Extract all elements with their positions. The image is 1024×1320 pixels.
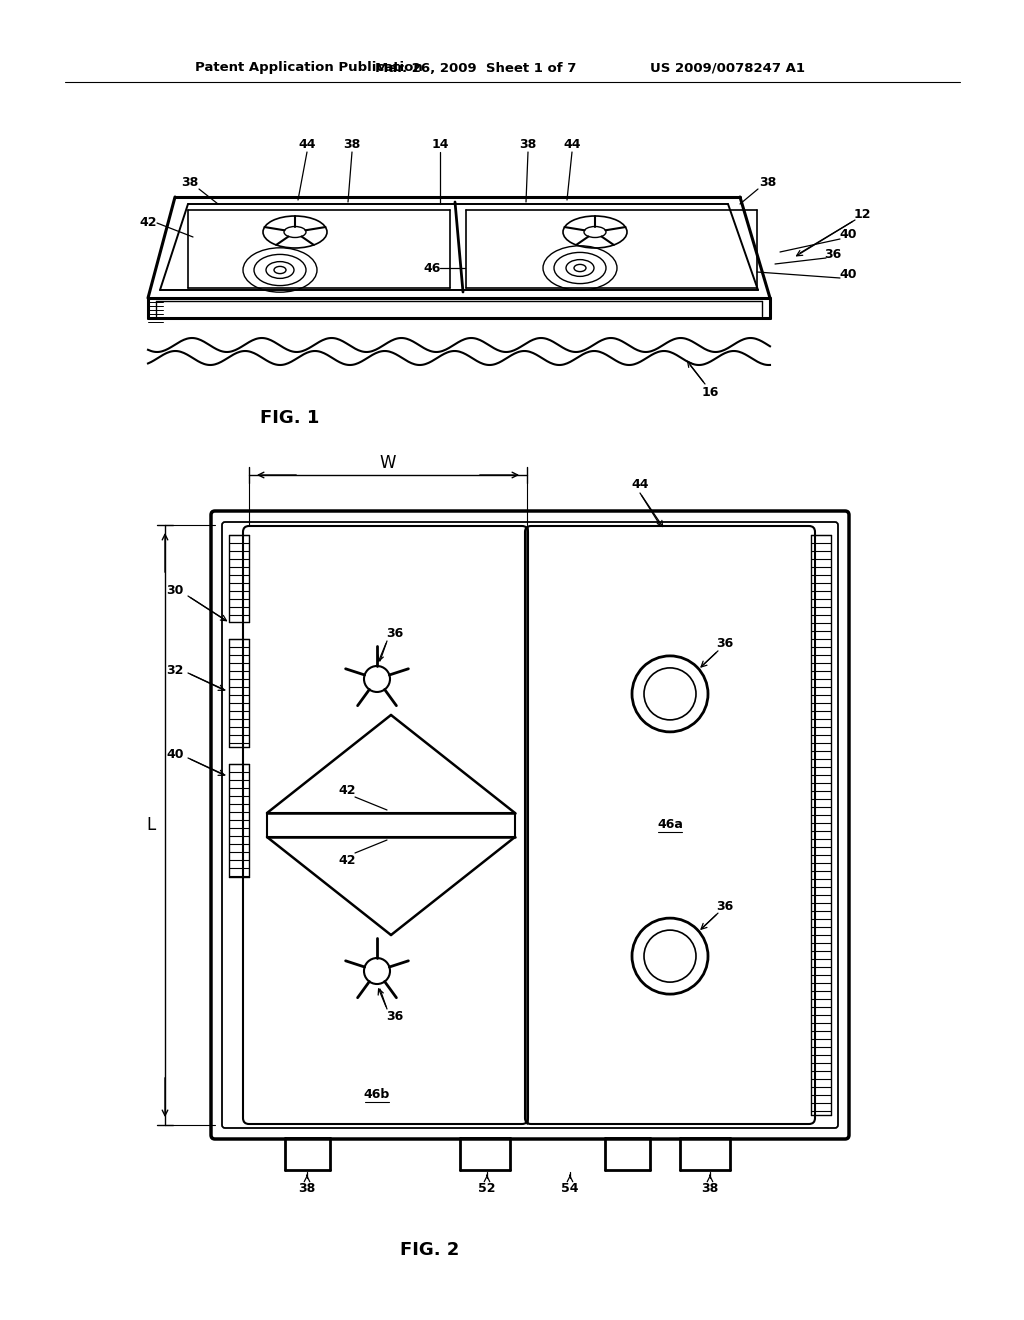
Text: 42: 42 [338,784,355,796]
Text: 30: 30 [166,583,183,597]
Text: FIG. 1: FIG. 1 [260,409,319,426]
Text: 38: 38 [760,177,776,190]
Text: 40: 40 [840,268,857,281]
Text: 14: 14 [431,139,449,152]
Text: 12: 12 [853,209,870,222]
Text: 46: 46 [423,261,440,275]
Text: 52: 52 [478,1181,496,1195]
Text: 38: 38 [181,177,199,190]
Text: 46a: 46a [657,818,683,832]
FancyBboxPatch shape [222,521,838,1129]
Text: 38: 38 [298,1181,315,1195]
Text: 42: 42 [338,854,355,866]
Text: 42: 42 [139,216,157,230]
Text: 36: 36 [717,638,733,651]
Text: 36: 36 [386,1010,403,1023]
Text: 38: 38 [701,1181,719,1195]
Text: Mar. 26, 2009  Sheet 1 of 7: Mar. 26, 2009 Sheet 1 of 7 [375,62,577,74]
Text: 38: 38 [519,139,537,152]
Text: 36: 36 [824,248,842,261]
Text: 32: 32 [166,664,183,676]
Text: 36: 36 [386,627,403,640]
Text: 54: 54 [561,1181,579,1195]
Text: W: W [380,454,396,473]
Text: 36: 36 [717,900,733,912]
Circle shape [373,675,381,682]
Text: FIG. 2: FIG. 2 [400,1241,460,1259]
Text: 16: 16 [701,387,719,400]
Circle shape [373,968,381,975]
Text: 44: 44 [631,479,649,491]
FancyBboxPatch shape [211,511,849,1139]
Text: Patent Application Publication: Patent Application Publication [195,62,423,74]
Text: L: L [146,816,156,834]
Text: US 2009/0078247 A1: US 2009/0078247 A1 [650,62,805,74]
Text: 40: 40 [840,228,857,242]
Text: 44: 44 [563,139,581,152]
Text: 40: 40 [166,748,183,762]
Text: 44: 44 [298,139,315,152]
Text: 46b: 46b [364,1089,390,1101]
Text: 38: 38 [343,139,360,152]
